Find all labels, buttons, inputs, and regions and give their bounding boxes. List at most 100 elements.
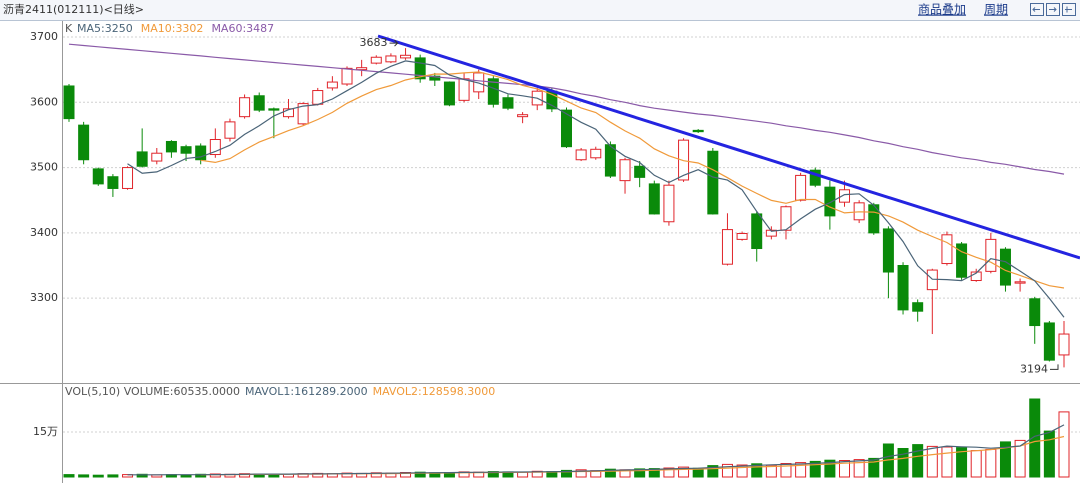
y-tick-label: 3600 xyxy=(30,95,58,108)
y-tick-label: 3400 xyxy=(30,226,58,239)
legend-label: K xyxy=(65,22,73,35)
candle-body xyxy=(648,183,660,215)
candle-body xyxy=(897,264,909,311)
candle-body xyxy=(912,302,924,312)
candle-body xyxy=(429,75,441,81)
candle-body xyxy=(561,109,572,148)
volume-bar xyxy=(985,448,997,478)
volume-bar xyxy=(926,445,938,478)
candle-body xyxy=(736,233,748,240)
icon[interactable] xyxy=(1062,3,1076,16)
volume-bar xyxy=(707,465,719,478)
candle-body xyxy=(956,243,968,278)
ma10-line xyxy=(200,71,1065,289)
volume-bar xyxy=(999,441,1011,478)
candle-body xyxy=(239,97,251,118)
candle-body xyxy=(136,151,148,167)
legend-entry: MAVOL2:128598.3000 xyxy=(373,385,496,398)
candle-body xyxy=(1043,322,1055,361)
volume-bar xyxy=(78,474,90,478)
volume-bar xyxy=(897,448,909,478)
trend-line xyxy=(377,34,1080,260)
candle-body xyxy=(165,140,177,153)
volume-bar xyxy=(239,473,251,478)
candle-body xyxy=(385,55,397,63)
candle-body xyxy=(941,234,953,265)
legend-entry: MA10:3302 xyxy=(141,22,204,35)
volume-bar xyxy=(63,474,75,478)
candle-body xyxy=(282,108,294,118)
candle-body xyxy=(297,103,309,125)
candle-body xyxy=(151,152,163,162)
candle-body xyxy=(1029,298,1041,327)
candle-body xyxy=(882,228,894,273)
volume-bar xyxy=(107,474,119,478)
volume-bar xyxy=(941,446,953,478)
ma60-line xyxy=(68,43,1065,175)
volume-bar xyxy=(604,468,616,478)
candle-body xyxy=(63,85,75,120)
volume-tick-label: 15万 xyxy=(33,425,58,438)
candle-body xyxy=(824,186,836,217)
icon[interactable] xyxy=(1046,3,1060,16)
candle-body xyxy=(253,95,265,111)
icon[interactable] xyxy=(1030,3,1044,16)
candle-body xyxy=(312,90,324,105)
candle-body xyxy=(414,57,426,80)
legend-entry: MA5:3250 xyxy=(77,22,133,35)
max-arrow xyxy=(389,39,399,47)
candle-body xyxy=(195,145,207,161)
candle-body xyxy=(326,81,338,89)
candle-body xyxy=(356,67,368,71)
candle-body xyxy=(517,114,529,118)
candle-body xyxy=(751,213,763,250)
volume-bar xyxy=(970,450,982,478)
ma5-line xyxy=(127,60,1065,318)
candle-body xyxy=(209,139,221,156)
candle-body xyxy=(107,176,119,189)
y-tick-label: 3500 xyxy=(30,161,58,174)
candle-body xyxy=(590,148,602,159)
nav-icons[interactable] xyxy=(1030,3,1076,16)
candle-body xyxy=(268,108,280,111)
candle-body xyxy=(721,229,733,265)
icon-glyph xyxy=(1032,6,1072,13)
top-bar xyxy=(0,0,1080,20)
y-tick-label: 3700 xyxy=(30,30,58,43)
volume-bar xyxy=(824,459,836,478)
legend-entry: MA60:3487 xyxy=(211,22,274,35)
candle-body xyxy=(78,124,90,161)
volume-bar xyxy=(575,469,587,478)
candle-body xyxy=(575,149,587,161)
volume-bar xyxy=(839,460,851,478)
min-arrow xyxy=(1050,364,1059,370)
volume-bar xyxy=(634,468,646,478)
candle-body xyxy=(809,169,821,186)
min-label: 3194 xyxy=(1020,362,1048,375)
volume-bar xyxy=(92,474,104,478)
y-tick-label: 3300 xyxy=(30,291,58,304)
overlay-link[interactable]: 商品叠加 xyxy=(918,2,966,17)
candle-body xyxy=(692,129,704,133)
volume-bar xyxy=(868,457,880,478)
volume-bar xyxy=(1058,411,1070,478)
candle-body xyxy=(400,54,412,59)
period-link[interactable]: 周期 xyxy=(984,3,1008,17)
candle-body xyxy=(224,121,236,139)
volume-bar xyxy=(853,459,865,478)
candle-body xyxy=(180,146,192,154)
candle-body xyxy=(795,174,807,201)
candle-body xyxy=(122,167,134,189)
chart-title: 沥青2411(012111)<日线> xyxy=(3,2,144,16)
max-label: 3683 xyxy=(360,36,388,49)
candle-body xyxy=(1058,333,1070,356)
mavol1-line xyxy=(127,424,1065,476)
candle-body xyxy=(1014,281,1026,284)
volume-bar xyxy=(780,463,792,478)
candle-body xyxy=(370,56,382,64)
candle-body xyxy=(999,248,1011,286)
legend-entry: MAVOL1:161289.2000 xyxy=(245,385,368,398)
candle-body xyxy=(663,184,675,223)
candle-body xyxy=(634,165,646,178)
